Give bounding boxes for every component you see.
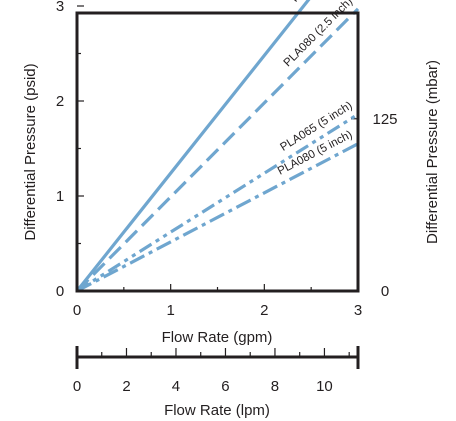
y-tick-label: 2 bbox=[56, 93, 64, 110]
series-label-2: PLA080 (2.5 inch) bbox=[282, 0, 356, 69]
series-line-3 bbox=[76, 112, 359, 293]
lpm-tick-label: 2 bbox=[122, 378, 130, 395]
series-line-4 bbox=[76, 142, 359, 293]
lpm-tick-label: 0 bbox=[73, 378, 81, 395]
x-tick-label: 0 bbox=[73, 302, 81, 319]
lpm-axis: 0 2 4 6 8 10 bbox=[73, 346, 360, 395]
y-tick-label: 1 bbox=[56, 188, 64, 205]
tick-labels: 0123012340125250PLA065 (2.5 inch)PLA080 … bbox=[56, 0, 398, 319]
lpm-tick-label: 8 bbox=[271, 378, 279, 395]
series-line-1 bbox=[75, 0, 311, 292]
lpm-tick-label: 4 bbox=[172, 378, 180, 395]
y-tick-label: 0 bbox=[56, 283, 64, 300]
lpm-tick-label: 6 bbox=[221, 378, 229, 395]
y2-tick-label: 0 bbox=[381, 283, 389, 300]
y-axis-title: Differential Pressure (psid) bbox=[22, 63, 39, 240]
x-tick-label: 2 bbox=[260, 302, 268, 319]
series-lines bbox=[75, 0, 360, 293]
lpm-tick-labels: 0 2 4 6 8 10 bbox=[73, 378, 333, 395]
x-tick-label: 3 bbox=[354, 302, 362, 319]
y-tick-label: 3 bbox=[56, 0, 64, 15]
x2-axis-title: Flow Rate (lpm) bbox=[164, 402, 270, 419]
x-tick-label: 1 bbox=[166, 302, 174, 319]
y2-axis-title: Differential Pressure (mbar) bbox=[424, 60, 441, 244]
lpm-tick-label: 10 bbox=[316, 378, 333, 395]
series-line-2 bbox=[75, 7, 360, 293]
plot-frame bbox=[75, 11, 360, 293]
series-label-4: PLA080 (5 inch) bbox=[276, 129, 355, 178]
lpm-tick-marks bbox=[76, 348, 350, 357]
y2-tick-label: 125 bbox=[372, 111, 397, 128]
x-axis-title: Flow Rate (gpm) bbox=[162, 329, 273, 346]
